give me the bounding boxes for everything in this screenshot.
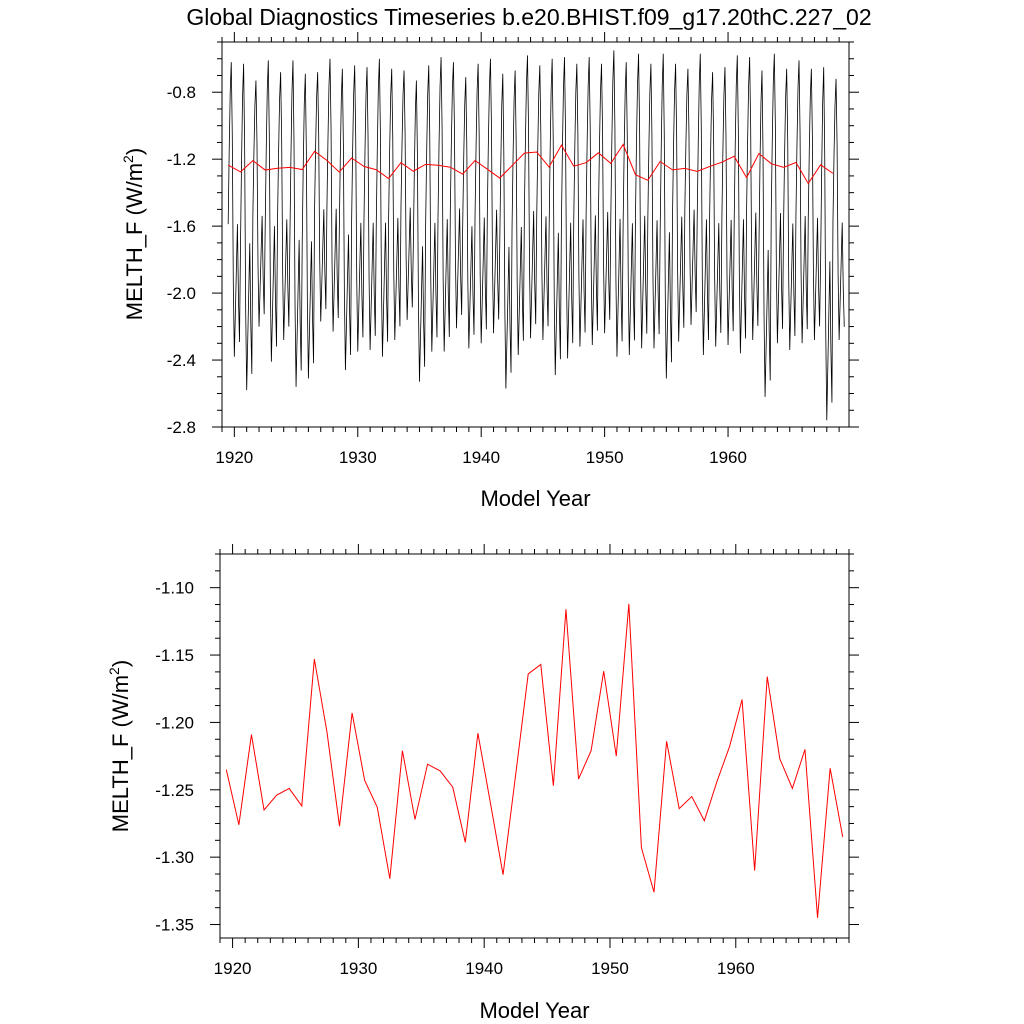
x-tick-label: 1960 [717,959,755,978]
y-tick-label: -1.25 [155,781,194,800]
y-tick-label: -1.10 [155,579,194,598]
plot-frame [221,41,850,428]
y-axis-label-sup: 2 [120,155,136,163]
y-tick-label: -1.15 [155,646,194,665]
x-tick-label: 1940 [465,959,503,978]
chart-title: Global Diagnostics Timeseries b.e20.BHIS… [186,4,871,30]
y-tick-label: -2.8 [167,418,196,437]
y-tick-label: -2.0 [167,284,196,303]
y-tick-label: -2.4 [167,351,196,370]
x-tick-label: 1950 [591,959,629,978]
x-tick-label: 1930 [339,959,377,978]
x-axis-label: Model Year [480,486,590,511]
x-tick-label: 1950 [586,448,624,467]
series-line-monthly [227,50,845,421]
panel-top: 1920 1930 1940 1950 1960 -0.8 -1.2 -1.6 -2.0 -2.4… [120,32,859,511]
x-tick-label: 1940 [462,448,500,467]
y-axis-label: MELTH_F (W/m2) [120,148,147,320]
series-line-annual [227,143,834,185]
y-axis-label-main: MELTH_F (W/m [108,675,133,832]
y-axis-label-close: ) [122,148,147,155]
x-tick-label: 1920 [214,959,252,978]
y-axis-label: MELTH_F (W/m2) [106,660,133,832]
series-line-annual [225,603,844,918]
x-axis-label: Model Year [479,998,589,1023]
y-tick-label: -1.6 [167,217,196,236]
y-axis-label-sup: 2 [106,667,122,675]
y-axis-label-main: MELTH_F (W/m [122,163,147,320]
x-tick-label: 1920 [215,448,253,467]
y-tick-label: -1.35 [155,916,194,935]
y-axis-label-close: ) [108,660,133,667]
plot-frame [219,553,850,939]
x-tick-label: 1930 [339,448,377,467]
y-tick-label: -1.2 [167,150,196,169]
panel-bottom: 1920 1930 1940 1950 1960 -1.10 -1.15 -1.20 -1.25… [106,544,859,1023]
y-tick-label: -0.8 [167,83,196,102]
x-tick-label: 1960 [709,448,747,467]
y-tick-label: -1.30 [155,848,194,867]
y-tick-label: -1.20 [155,713,194,732]
